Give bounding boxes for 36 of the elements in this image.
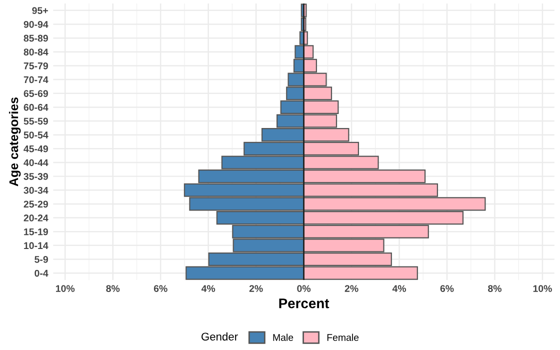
y-tick-label: 45-49 bbox=[24, 145, 48, 152]
x-tick-label: 6% bbox=[154, 285, 168, 292]
y-tick-label: 25-29 bbox=[24, 200, 48, 208]
y-tick-label: 35-39 bbox=[24, 173, 48, 180]
x-tick-label: 4% bbox=[392, 285, 406, 292]
y-tick-label: 50-54 bbox=[24, 132, 48, 138]
legend-title: Gender bbox=[202, 332, 238, 341]
y-tick-label: 40-44 bbox=[24, 159, 48, 166]
y-tick-label: 80-84 bbox=[24, 48, 48, 56]
x-tick-label: 4% bbox=[201, 285, 216, 292]
x-tick-label: 2% bbox=[344, 285, 358, 292]
y-tick-label: 85-89 bbox=[24, 34, 48, 42]
y-tick-label: 70-74 bbox=[24, 76, 48, 84]
y-tick-label: 75-79 bbox=[24, 62, 48, 70]
x-tick-label: 8% bbox=[106, 285, 120, 292]
y-tick-label: 55-59 bbox=[24, 118, 48, 125]
x-tick-label: 6% bbox=[440, 285, 454, 292]
y-tick-label: 20-24 bbox=[24, 214, 48, 222]
x-tick-label: 10% bbox=[533, 285, 552, 292]
y-tick-label: 60-64 bbox=[24, 104, 48, 111]
y-tick-label: 65-69 bbox=[24, 90, 48, 97]
x-axis-title: Percent bbox=[279, 298, 330, 308]
y-tick-label: 5-9 bbox=[34, 256, 48, 263]
y-tick-label: 30-34 bbox=[24, 186, 48, 194]
y-tick-label: 0-4 bbox=[34, 270, 48, 277]
y-tick-label: 95+ bbox=[32, 7, 48, 14]
y-axis-title: Age categories bbox=[8, 97, 21, 186]
x-tick-label: 8% bbox=[488, 285, 502, 292]
y-tick-label: 90-94 bbox=[24, 20, 48, 28]
x-tick-label: 10% bbox=[56, 285, 75, 292]
legend-label: Male bbox=[273, 334, 294, 341]
x-tick-label: 0% bbox=[297, 285, 311, 292]
y-tick-label: 15-19 bbox=[24, 228, 48, 236]
legend-label: Female bbox=[327, 334, 359, 341]
x-tick-label: 2% bbox=[249, 285, 263, 292]
y-tick-label: 10-14 bbox=[24, 242, 48, 250]
